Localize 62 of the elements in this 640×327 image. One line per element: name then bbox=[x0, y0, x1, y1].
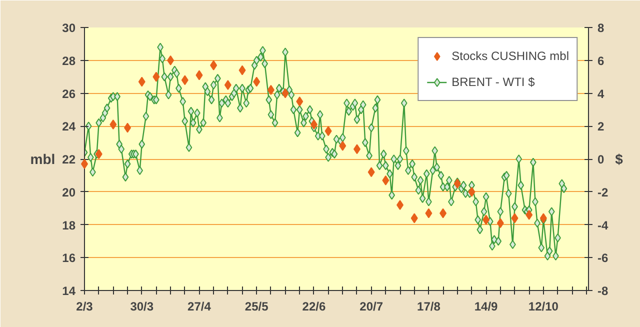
point bbox=[425, 208, 432, 218]
y-tick-label: 30 bbox=[62, 21, 76, 35]
y2-tick-label: 6 bbox=[598, 54, 604, 68]
y2-tick-label: -4 bbox=[598, 218, 608, 232]
point bbox=[324, 126, 332, 136]
point bbox=[124, 122, 132, 133]
point bbox=[496, 218, 504, 228]
point bbox=[95, 149, 102, 160]
y-tick-label: 24 bbox=[62, 120, 76, 134]
point bbox=[224, 80, 232, 90]
x-tick-label: 17/8 bbox=[417, 300, 441, 314]
y2-tick-label: 8 bbox=[598, 21, 604, 35]
point bbox=[468, 186, 476, 197]
x-tick-label: 2/3 bbox=[76, 300, 94, 314]
x-tick-label: 22/6 bbox=[302, 300, 326, 314]
point bbox=[253, 76, 260, 87]
point bbox=[138, 76, 146, 87]
legend-label: Stocks CUSHING mbl bbox=[452, 49, 569, 63]
y-tick-label: 28 bbox=[62, 54, 76, 68]
y-tick-label: 22 bbox=[62, 152, 76, 166]
y-tick-label: 16 bbox=[62, 251, 76, 266]
point bbox=[196, 70, 203, 80]
x-tick-label: 25/5 bbox=[244, 300, 269, 314]
y2-tick-label: 0 bbox=[598, 152, 604, 166]
point bbox=[110, 119, 117, 130]
y-tick-label: 20 bbox=[62, 185, 76, 200]
y-tick-label: 14 bbox=[62, 284, 76, 298]
point bbox=[382, 175, 390, 186]
point bbox=[440, 208, 447, 218]
legend-label: BRENT - WTI $ bbox=[452, 75, 535, 89]
point bbox=[181, 75, 188, 86]
y2-tick-label: -2 bbox=[598, 185, 608, 200]
point bbox=[410, 213, 418, 224]
point bbox=[396, 200, 404, 210]
point bbox=[368, 167, 375, 178]
point bbox=[267, 84, 274, 95]
y-tick-label: 18 bbox=[62, 218, 76, 232]
point bbox=[339, 140, 346, 151]
x-tick-label: 27/4 bbox=[188, 300, 212, 314]
point bbox=[282, 88, 289, 98]
point bbox=[296, 96, 304, 106]
y2-tick-label: -6 bbox=[598, 251, 608, 266]
point bbox=[167, 55, 174, 66]
point bbox=[353, 144, 360, 154]
point bbox=[482, 214, 490, 225]
y2-tick-label: -8 bbox=[598, 284, 608, 298]
x-tick-label: 12/10 bbox=[528, 300, 559, 314]
point bbox=[238, 65, 246, 76]
point bbox=[152, 72, 160, 82]
point bbox=[310, 119, 318, 130]
x-tick-label: 30/3 bbox=[130, 300, 154, 314]
point bbox=[454, 178, 461, 189]
y2-tick-label: 4 bbox=[598, 86, 604, 101]
point bbox=[511, 213, 518, 224]
point bbox=[526, 210, 533, 220]
x-tick-label: 14/9 bbox=[474, 300, 498, 314]
x-tick-label: 20/7 bbox=[360, 300, 384, 314]
point bbox=[210, 60, 218, 70]
y2-tick-label: 2 bbox=[598, 120, 604, 134]
y2-axis-title: $ bbox=[615, 151, 624, 167]
y-axis-title: mbl bbox=[30, 151, 56, 167]
y-tick-label: 26 bbox=[62, 86, 76, 101]
